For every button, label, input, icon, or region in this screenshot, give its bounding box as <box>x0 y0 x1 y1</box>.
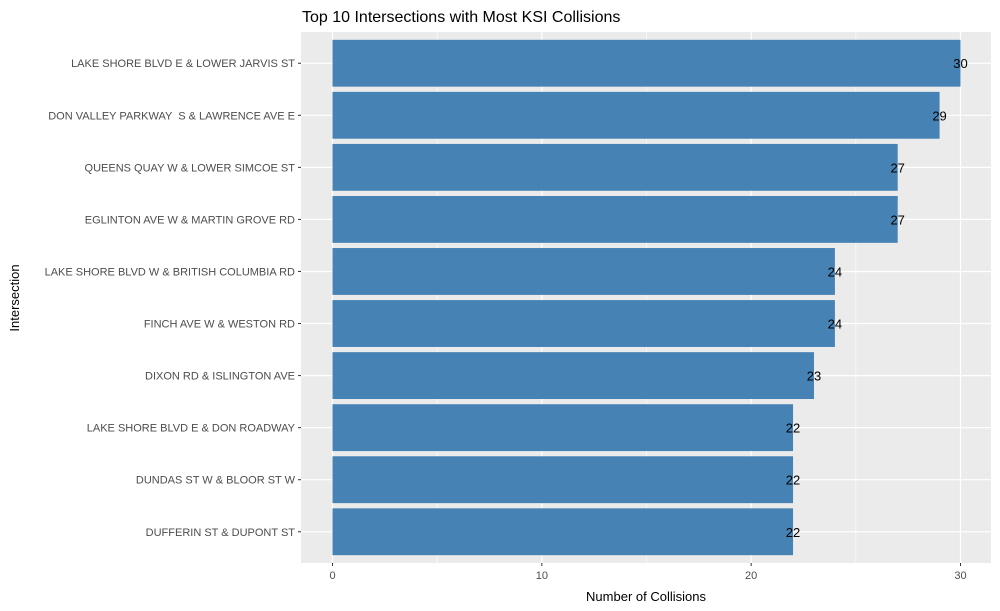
bar <box>332 91 940 139</box>
x-tick-label: 10 <box>536 570 548 582</box>
y-tick-label: DON VALLEY PARKWAY S & LAWRENCE AVE E <box>48 110 295 122</box>
data-labels: 30 29 27 27 24 24 23 22 22 22 <box>786 56 968 540</box>
y-tick-label: DUNDAS ST W & BLOOR ST W <box>136 475 296 487</box>
y-tick-label: EGLINTON AVE W & MARTIN GROVE RD <box>85 214 295 226</box>
bar <box>332 456 794 504</box>
data-label: 27 <box>890 160 904 175</box>
bar <box>332 404 794 452</box>
bar <box>332 39 961 87</box>
bar <box>332 300 835 347</box>
x-tick-label: 30 <box>954 570 966 582</box>
y-axis-tick-labels: LAKE SHORE BLVD E & LOWER JARVIS ST DON V… <box>45 58 301 539</box>
y-tick-label: LAKE SHORE BLVD W & BRITISH COLUMBIA RD <box>45 266 295 278</box>
x-axis-title: Number of Collisions <box>586 589 706 604</box>
y-axis-title: Intersection <box>7 264 22 331</box>
data-label: 22 <box>786 421 800 436</box>
y-tick-label: LAKE SHORE BLVD E & DON ROADWAY <box>87 423 296 435</box>
data-label: 24 <box>828 264 842 279</box>
data-label: 27 <box>890 212 904 227</box>
data-label: 30 <box>953 56 967 71</box>
x-tick-label: 0 <box>329 570 335 582</box>
y-tick-label: LAKE SHORE BLVD E & LOWER JARVIS ST <box>71 58 295 70</box>
data-label: 29 <box>932 108 946 123</box>
x-tick-label: 20 <box>745 570 757 582</box>
y-tick-label: QUEENS QUAY W & LOWER SIMCOE ST <box>85 162 296 174</box>
bar <box>332 352 814 400</box>
data-label: 24 <box>828 317 842 332</box>
y-tick-label: DIXON RD & ISLINGTON AVE <box>145 371 295 383</box>
chart-title: Top 10 Intersections with Most KSI Colli… <box>302 9 620 26</box>
data-label: 22 <box>786 525 800 540</box>
bar <box>332 508 794 556</box>
bars <box>332 39 961 556</box>
x-axis-tick-labels: 0 10 20 30 <box>329 563 967 582</box>
bar <box>332 195 898 243</box>
y-tick-label: FINCH AVE W & WESTON RD <box>144 319 295 331</box>
data-label: 23 <box>807 369 821 384</box>
data-label: 22 <box>786 473 800 488</box>
y-tick-label: DUFFERIN ST & DUPONT ST <box>146 527 296 539</box>
bar <box>332 143 898 191</box>
bar <box>332 248 835 295</box>
